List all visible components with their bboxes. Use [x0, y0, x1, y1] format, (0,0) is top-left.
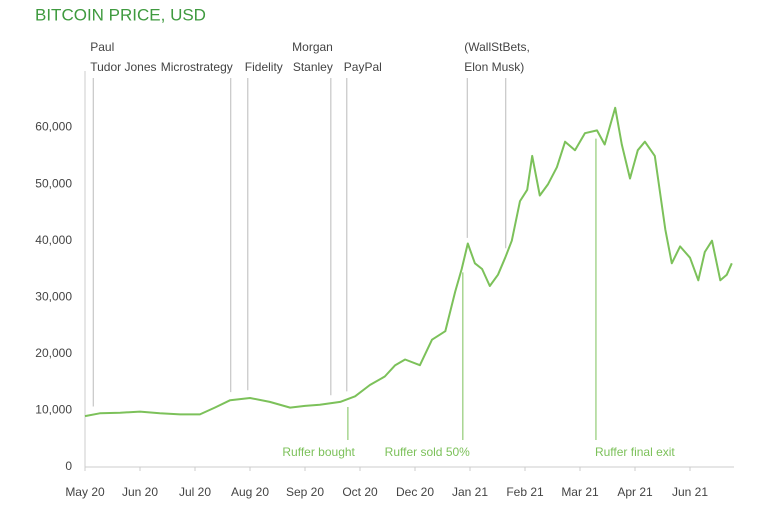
y-tick-label: 10,000 — [35, 403, 72, 417]
y-tick-label: 60,000 — [35, 120, 72, 134]
event-label: (WallStBets, — [464, 40, 530, 54]
x-tick-label: Dec 20 — [396, 485, 434, 499]
x-tick-label: Jun 20 — [122, 485, 158, 499]
y-tick-label: 50,000 — [35, 176, 72, 190]
y-tick-label: 0 — [65, 459, 72, 473]
ruffer-label: Ruffer bought — [282, 445, 355, 459]
x-tick-label: Aug 20 — [231, 485, 269, 499]
x-tick-label: Sep 20 — [286, 485, 324, 499]
x-tick-label: Oct 20 — [342, 485, 378, 499]
ruffer-label: Ruffer sold 50% — [385, 445, 470, 459]
x-tick-label: Feb 21 — [506, 485, 544, 499]
x-tick-label: May 20 — [65, 485, 105, 499]
event-label: Morgan — [292, 40, 333, 54]
y-tick-label: 40,000 — [35, 233, 72, 247]
x-tick-label: Mar 21 — [561, 485, 599, 499]
x-tick-label: Jul 20 — [179, 485, 211, 499]
chart-title: BITCOIN PRICE, USD — [35, 5, 206, 24]
x-tick-label: Jun 21 — [672, 485, 708, 499]
event-label: Microstrategy — [161, 60, 233, 74]
event-label: Elon Musk) — [464, 60, 524, 74]
event-label: Tudor Jones — [90, 60, 156, 74]
event-label: Fidelity — [245, 60, 283, 74]
event-label: Stanley — [293, 60, 333, 74]
x-tick-label: Apr 21 — [617, 485, 653, 499]
x-tick-label: Jan 21 — [452, 485, 488, 499]
event-label: Paul — [90, 40, 114, 54]
ruffer-label: Ruffer final exit — [595, 445, 675, 459]
price-line — [84, 106, 733, 418]
event-label: PayPal — [344, 60, 382, 74]
y-tick-label: 20,000 — [35, 346, 72, 360]
y-tick-label: 30,000 — [35, 289, 72, 303]
